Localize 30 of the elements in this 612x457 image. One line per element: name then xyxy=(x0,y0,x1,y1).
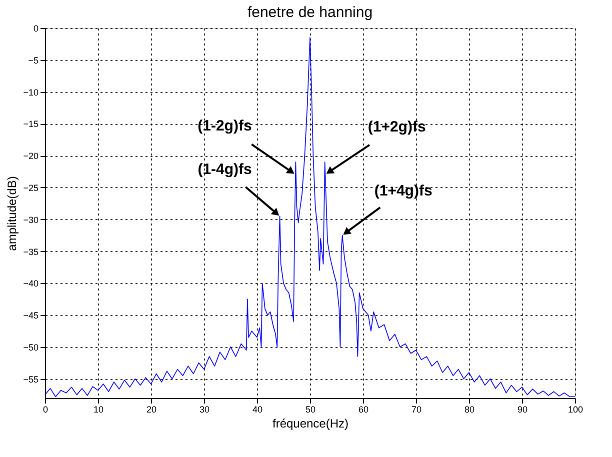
x-tick-label: 70 xyxy=(411,404,422,414)
y-tick-label: −20 xyxy=(23,151,38,162)
annotation: (1-2g)fs xyxy=(198,118,252,135)
x-tick-label: 80 xyxy=(464,404,475,414)
x-tick-label: 100 xyxy=(568,404,584,414)
annotation: (1+4g)fs xyxy=(374,182,432,200)
x-tick-label: 50 xyxy=(305,404,316,414)
y-tick-label: −40 xyxy=(23,278,38,289)
x-tick-label: 30 xyxy=(199,404,210,414)
y-tick-label: −15 xyxy=(23,119,38,130)
x-tick-label: 10 xyxy=(93,404,104,414)
x-tick-label: 0 xyxy=(42,404,48,414)
y-tick-label: 0 xyxy=(33,24,38,34)
chart-title: fenetre de hanning xyxy=(247,4,373,21)
y-tick-label: −55 xyxy=(23,374,38,384)
annotation: (1-4g)fs xyxy=(198,161,252,178)
y-tick-label: −25 xyxy=(23,182,38,193)
x-tick-label: 90 xyxy=(517,404,528,414)
x-tick-label: 20 xyxy=(146,404,157,414)
x-tick-label: 60 xyxy=(358,404,369,414)
y-tick-label: −35 xyxy=(23,246,38,257)
y-tick-label: −5 xyxy=(28,55,38,66)
y-tick-label: −30 xyxy=(23,214,38,225)
y-axis-title: amplitude(dB) xyxy=(5,176,20,251)
annotation: (1+2g)fs xyxy=(368,118,426,136)
x-axis-title: fréquence(Hz) xyxy=(272,416,349,430)
y-tick-label: −50 xyxy=(23,342,38,352)
y-tick-label: −45 xyxy=(23,310,38,321)
y-tick-label: −10 xyxy=(23,87,38,98)
x-tick-label: 40 xyxy=(252,404,263,414)
